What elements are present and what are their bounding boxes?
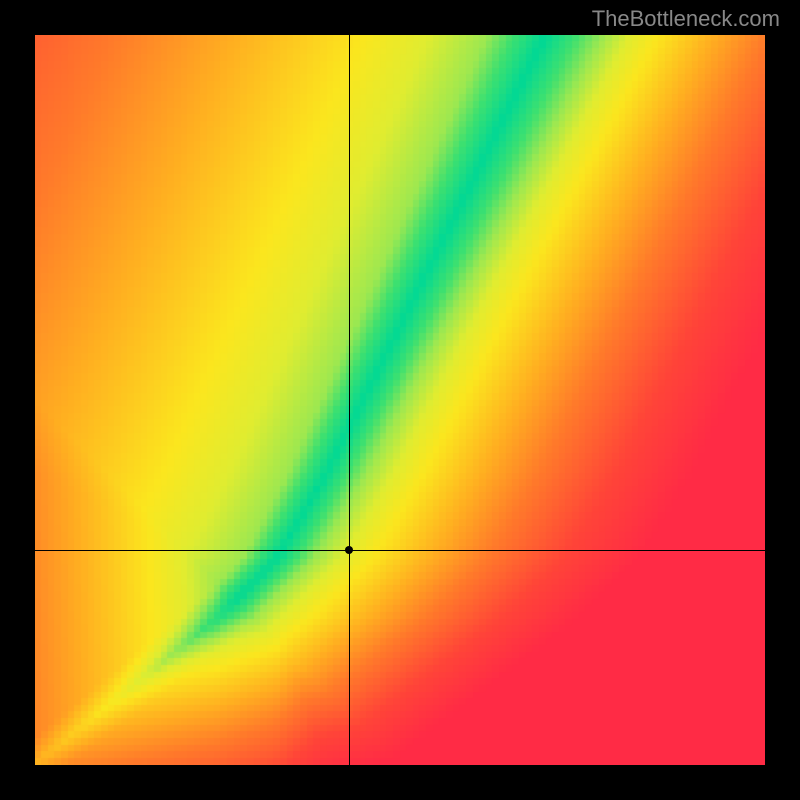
heatmap-canvas [35, 35, 765, 765]
crosshair-dot [345, 546, 353, 554]
watermark-text: TheBottleneck.com [592, 6, 780, 32]
heatmap-plot [35, 35, 765, 765]
crosshair-vertical [349, 35, 350, 765]
crosshair-horizontal [35, 550, 765, 551]
